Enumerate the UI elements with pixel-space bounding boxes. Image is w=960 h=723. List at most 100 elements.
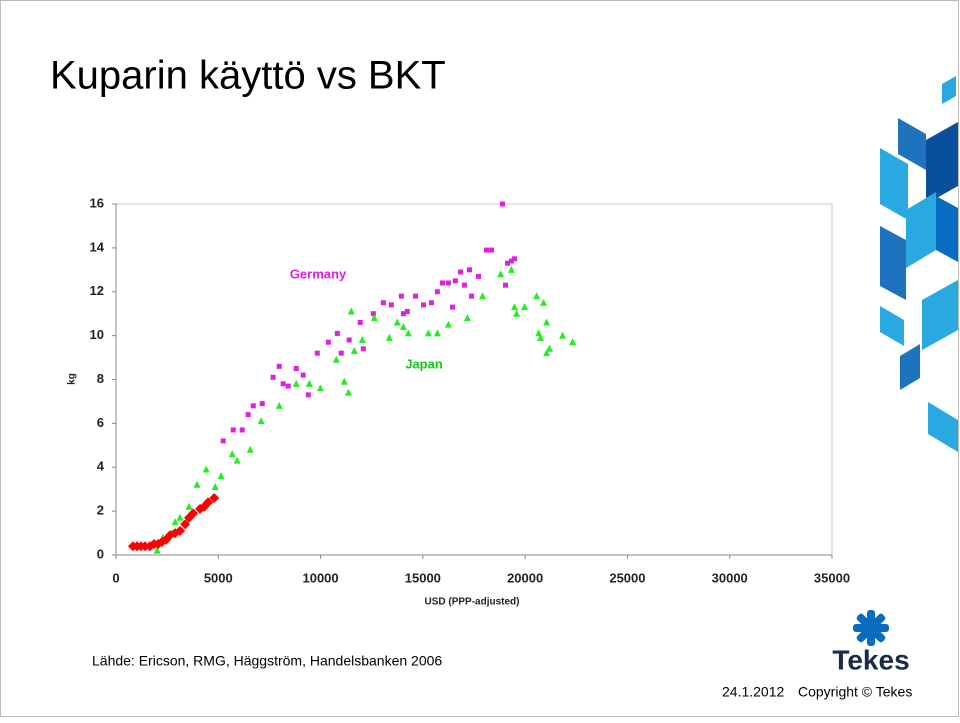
x-tick-label: 10000 xyxy=(302,570,338,585)
data-point xyxy=(338,350,344,356)
data-point xyxy=(293,366,299,372)
y-tick-label: 14 xyxy=(90,239,105,254)
source-note: Lähde: Ericson, RMG, Häggström, Handelsb… xyxy=(92,653,442,669)
data-point xyxy=(357,319,363,325)
data-point xyxy=(220,438,226,444)
data-point xyxy=(270,374,276,380)
data-point xyxy=(344,388,352,396)
y-tick-label: 8 xyxy=(97,371,104,386)
data-point xyxy=(203,497,214,508)
data-point xyxy=(463,314,471,322)
data-point xyxy=(404,308,410,314)
data-point xyxy=(497,270,505,278)
data-point xyxy=(399,322,407,330)
data-point xyxy=(360,346,366,352)
logo-mark xyxy=(853,610,889,646)
data-point xyxy=(245,412,251,418)
data-point xyxy=(559,331,567,339)
x-tick-label: 15000 xyxy=(405,570,441,585)
data-point xyxy=(250,403,256,409)
data-point xyxy=(393,318,401,326)
y-tick-label: 16 xyxy=(90,195,104,210)
data-point xyxy=(457,269,463,275)
footer-copyright: Copyright © Tekes xyxy=(798,684,912,700)
series-label: Germany xyxy=(290,266,347,281)
plot-frame xyxy=(115,203,833,556)
data-point xyxy=(217,472,225,480)
data-point xyxy=(479,292,487,300)
data-point xyxy=(380,300,386,306)
data-point xyxy=(370,314,378,322)
data-point xyxy=(305,392,311,398)
data-point xyxy=(400,311,406,317)
data-point xyxy=(511,303,519,311)
y-tick-label: 10 xyxy=(90,327,104,342)
data-point xyxy=(424,329,432,337)
data-point xyxy=(239,427,245,433)
data-point xyxy=(325,339,331,345)
y-tick-label: 12 xyxy=(90,283,104,298)
data-point xyxy=(483,247,489,253)
x-tick-label: 5000 xyxy=(204,570,233,585)
logo-text: Tekes xyxy=(832,644,909,675)
x-tick-label: 35000 xyxy=(814,570,850,585)
data-point xyxy=(350,346,358,354)
data-point xyxy=(275,401,283,409)
data-point xyxy=(540,298,548,306)
data-point xyxy=(285,383,291,389)
data-point xyxy=(512,256,518,262)
data-point xyxy=(388,302,394,308)
data-point xyxy=(469,293,475,299)
data-point xyxy=(228,450,236,458)
x-tick-label: 25000 xyxy=(609,570,645,585)
data-point xyxy=(188,508,199,519)
data-point xyxy=(444,320,452,328)
data-point xyxy=(259,401,265,407)
data-point xyxy=(316,384,324,392)
data-point xyxy=(340,377,348,385)
data-point xyxy=(332,355,340,363)
data-point xyxy=(452,278,458,284)
data-point xyxy=(543,318,551,326)
x-axis-label: USD (PPP-adjusted) xyxy=(424,597,519,608)
x-tick-label: 30000 xyxy=(712,570,748,585)
data-point xyxy=(445,280,451,286)
decoration xyxy=(880,76,958,452)
data-point xyxy=(536,333,544,341)
data-point xyxy=(175,525,186,536)
data-point xyxy=(489,247,495,253)
y-tick-label: 0 xyxy=(97,546,104,561)
data-point xyxy=(230,427,236,433)
data-point xyxy=(211,482,219,490)
data-point xyxy=(347,307,355,315)
x-tick-label: 0 xyxy=(112,570,119,585)
data-point xyxy=(292,379,300,387)
data-point xyxy=(461,282,467,288)
data-point xyxy=(300,372,306,378)
data-point xyxy=(521,303,529,311)
data-point xyxy=(202,465,210,473)
data-point xyxy=(398,293,404,299)
y-tick-label: 4 xyxy=(97,459,105,474)
series-label: Japan xyxy=(405,356,443,371)
data-point xyxy=(233,456,241,464)
data-point xyxy=(505,260,511,266)
data-point xyxy=(513,309,521,317)
data-point xyxy=(280,381,286,387)
data-point xyxy=(533,292,541,300)
data-point xyxy=(434,289,440,295)
data-point xyxy=(346,337,352,343)
data-point xyxy=(508,258,514,264)
data-point xyxy=(276,363,282,369)
data-point xyxy=(503,282,509,288)
data-point xyxy=(466,267,472,273)
data-point xyxy=(246,445,254,453)
slide-title: Kuparin käyttö vs BKT xyxy=(50,54,446,98)
data-point xyxy=(305,379,313,387)
data-point xyxy=(180,519,191,530)
data-point xyxy=(412,293,418,299)
y-tick-label: 6 xyxy=(97,415,104,430)
